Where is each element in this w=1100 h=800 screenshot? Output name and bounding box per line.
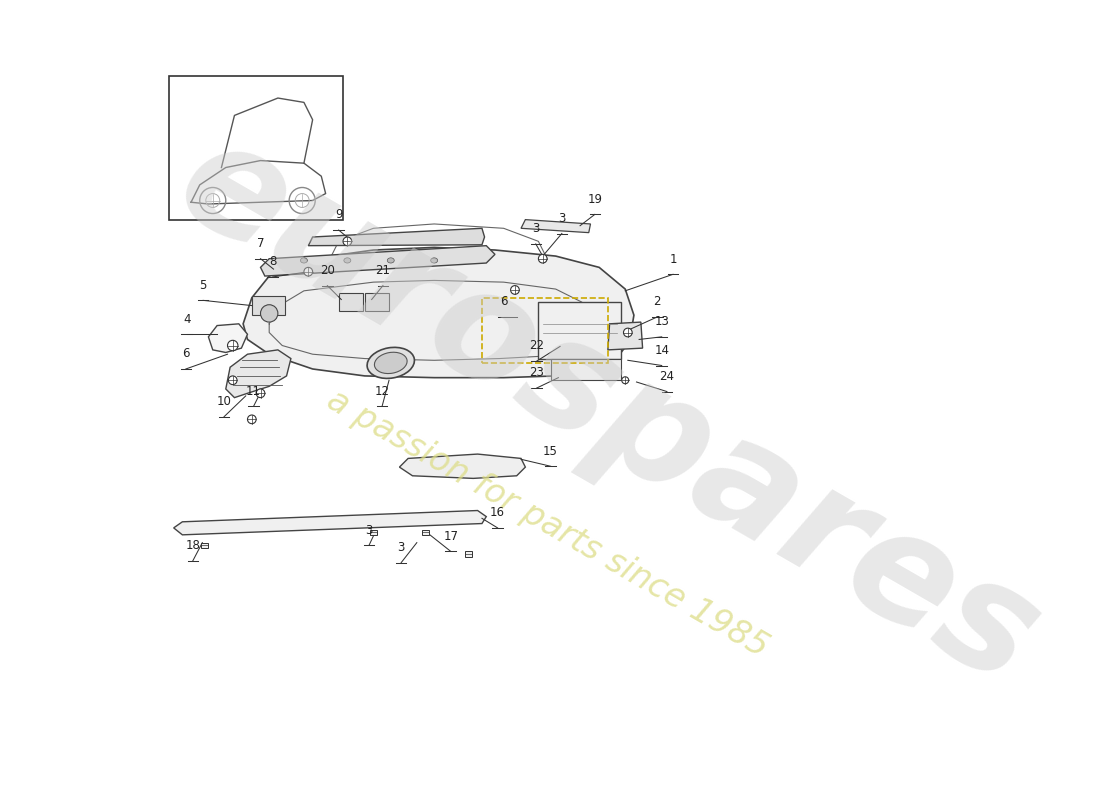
Polygon shape	[261, 246, 495, 276]
Bar	[200, 542, 208, 548]
Polygon shape	[226, 350, 290, 398]
Circle shape	[229, 376, 238, 385]
Polygon shape	[521, 220, 591, 233]
Bar	[538, 302, 620, 358]
Text: 20: 20	[320, 264, 334, 277]
Text: eurospares: eurospares	[152, 105, 1064, 717]
Ellipse shape	[367, 347, 415, 378]
Text: 4: 4	[183, 313, 190, 326]
Text: 14: 14	[654, 344, 669, 357]
Text: 3: 3	[365, 523, 373, 537]
Text: 11: 11	[246, 385, 261, 398]
Text: 8: 8	[270, 255, 276, 268]
Polygon shape	[608, 322, 642, 350]
Circle shape	[248, 415, 256, 424]
Bar	[252, 296, 285, 315]
Polygon shape	[399, 454, 526, 478]
Text: 18: 18	[185, 539, 200, 552]
Bar	[169, 76, 343, 220]
Text: 15: 15	[543, 445, 558, 458]
Circle shape	[256, 389, 265, 398]
Text: 21: 21	[375, 264, 390, 277]
Ellipse shape	[374, 352, 407, 374]
Text: 2: 2	[653, 295, 661, 308]
Circle shape	[304, 267, 312, 276]
Text: 1: 1	[669, 253, 676, 266]
Polygon shape	[243, 247, 634, 378]
Bar	[551, 358, 620, 380]
Text: a passion for parts since 1985: a passion for parts since 1985	[320, 383, 773, 664]
Bar	[465, 551, 472, 557]
Circle shape	[343, 237, 352, 246]
Text: 19: 19	[587, 193, 603, 206]
Bar	[365, 294, 389, 310]
Polygon shape	[208, 324, 248, 353]
Ellipse shape	[431, 258, 438, 263]
Bar	[339, 294, 363, 310]
Text: 7: 7	[256, 237, 264, 250]
Text: 22: 22	[529, 339, 544, 353]
Text: 3: 3	[397, 541, 405, 554]
Text: 9: 9	[334, 208, 342, 222]
Text: 10: 10	[217, 395, 231, 408]
Text: 23: 23	[529, 366, 544, 379]
Text: 17: 17	[443, 530, 459, 542]
Ellipse shape	[344, 258, 351, 263]
Polygon shape	[308, 228, 485, 246]
Text: 6: 6	[183, 347, 189, 360]
Circle shape	[621, 377, 629, 384]
Text: 12: 12	[375, 385, 389, 398]
Text: 5: 5	[199, 278, 207, 292]
Bar	[422, 530, 429, 535]
Circle shape	[261, 305, 278, 322]
Text: 13: 13	[654, 315, 669, 328]
Circle shape	[538, 254, 547, 263]
Ellipse shape	[387, 258, 394, 263]
Bar	[370, 530, 377, 535]
Bar	[482, 298, 608, 363]
Text: 24: 24	[659, 370, 674, 383]
Text: 3: 3	[558, 212, 565, 225]
Text: 6: 6	[499, 295, 507, 308]
Ellipse shape	[300, 258, 307, 263]
Text: 16: 16	[491, 506, 505, 519]
Circle shape	[228, 340, 238, 350]
Text: 3: 3	[532, 222, 539, 235]
Circle shape	[624, 328, 632, 337]
Polygon shape	[174, 510, 486, 535]
Circle shape	[510, 286, 519, 294]
